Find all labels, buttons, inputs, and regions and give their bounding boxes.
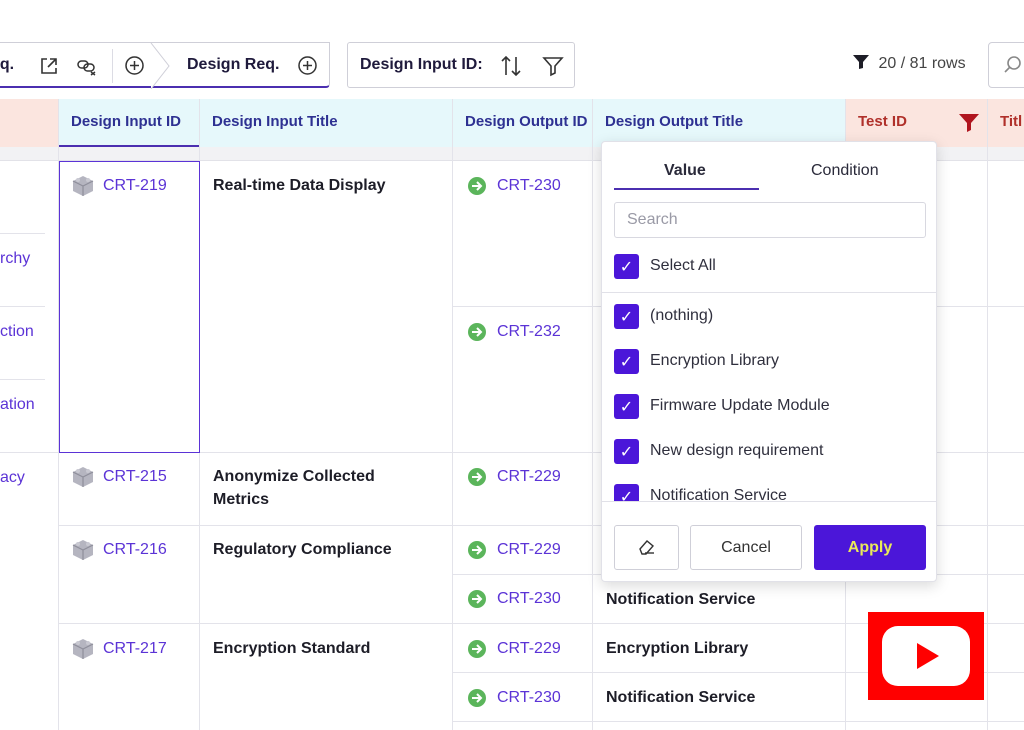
grid-line: [453, 672, 1024, 673]
search-icon: [1004, 56, 1021, 73]
parent-link[interactable]: acy: [0, 469, 25, 486]
funnel-icon[interactable]: [542, 55, 564, 82]
active-tab-indicator: [614, 188, 759, 190]
tab-condition[interactable]: Condition: [811, 162, 879, 179]
design-output-id-link[interactable]: CRT-230: [497, 177, 561, 194]
arrow-circle-icon: [467, 467, 487, 492]
arrow-circle-icon: [467, 688, 487, 713]
global-search-box[interactable]: [988, 42, 1024, 88]
unlink-icon[interactable]: [76, 56, 98, 81]
filter-item-label[interactable]: Encryption Library: [650, 352, 779, 369]
cube-icon: [71, 175, 95, 202]
cube-icon: [71, 466, 95, 493]
filter-item-label[interactable]: Firmware Update Module: [650, 397, 830, 414]
design-input-title: Anonymize Collected Metrics: [213, 468, 375, 508]
chevron-separator-icon: [150, 43, 170, 89]
design-input-id-link[interactable]: CRT-217: [103, 640, 167, 657]
table-header: Design Input ID Design Input Title Desig…: [0, 99, 1024, 147]
youtube-play-icon[interactable]: [868, 612, 984, 700]
funnel-icon[interactable]: [958, 113, 980, 133]
design-input-title: Encryption Standard: [213, 640, 371, 657]
filter-item-checkbox[interactable]: ✓: [614, 349, 639, 374]
clear-filter-button[interactable]: [614, 525, 679, 570]
cube-icon: [71, 539, 95, 566]
header-test-id[interactable]: Test ID: [846, 99, 987, 147]
cancel-button[interactable]: Cancel: [690, 525, 802, 570]
parent-link[interactable]: rchy: [0, 250, 31, 267]
popup-divider: [602, 292, 936, 293]
filter-item-label[interactable]: Notification Service: [650, 487, 787, 501]
arrow-circle-icon: [467, 176, 487, 201]
grid-line: [59, 623, 1024, 624]
filter-item-checkbox[interactable]: ✓: [614, 439, 639, 464]
grid-line: [58, 99, 59, 730]
design-input-title: Real-time Data Display: [213, 177, 386, 194]
design-output-id-link[interactable]: CRT-230: [497, 689, 561, 706]
design-output-title: Notification Service: [606, 689, 756, 706]
select-all-checkbox[interactable]: ✓: [614, 254, 639, 279]
design-output-id-link[interactable]: CRT-230: [497, 590, 561, 607]
filter-item-label[interactable]: New design requirement: [650, 442, 824, 459]
sort-filter-group: Design Input ID:: [347, 42, 575, 88]
eraser-icon: [638, 540, 654, 555]
grid-line: [592, 99, 593, 730]
design-output-id-link[interactable]: CRT-229: [497, 468, 561, 485]
view-tab-group: eq. Design Req.: [0, 42, 330, 89]
parent-link[interactable]: ction: [0, 323, 34, 340]
arrow-circle-icon: [467, 589, 487, 614]
apply-button[interactable]: Apply: [814, 525, 926, 570]
grid-line: [0, 379, 45, 380]
tab-value[interactable]: Value: [664, 162, 706, 179]
filter-item-checkbox[interactable]: ✓: [614, 484, 639, 501]
add-circle-icon[interactable]: [124, 55, 145, 81]
design-req-tab-label[interactable]: Design Req.: [187, 56, 280, 73]
add-circle-icon[interactable]: [297, 55, 318, 81]
header-design-output-id[interactable]: Design Output ID: [453, 99, 592, 147]
design-output-id-link[interactable]: CRT-229: [497, 541, 561, 558]
column-filter-popup: Value Condition ✓ Select All ✓ (nothing)…: [601, 141, 937, 582]
open-external-icon[interactable]: [39, 56, 59, 81]
grid-line: [59, 525, 1024, 526]
row-count: 20 / 81 rows: [852, 54, 966, 73]
grid-line: [0, 306, 45, 307]
sort-field-label: Design Input ID:: [360, 56, 483, 73]
header-cell-left: [0, 99, 58, 147]
header-design-output-title[interactable]: Design Output Title: [593, 99, 845, 147]
grid-line: [0, 452, 1024, 453]
design-output-title: Encryption Library: [606, 640, 749, 657]
grid-line: [452, 99, 453, 730]
grid-line: [0, 233, 45, 234]
row-count-text: 20 / 81 rows: [878, 55, 966, 72]
selected-cell: [59, 161, 200, 453]
view-tab-label[interactable]: eq.: [0, 56, 15, 73]
header-design-input-id[interactable]: Design Input ID: [59, 99, 199, 147]
design-input-id-link[interactable]: CRT-216: [103, 541, 167, 558]
header-title[interactable]: Titl: [988, 99, 1024, 147]
arrow-circle-icon: [467, 322, 487, 347]
design-input-title: Regulatory Compliance: [213, 541, 392, 558]
filter-item-checkbox[interactable]: ✓: [614, 394, 639, 419]
header-design-input-title[interactable]: Design Input Title: [200, 99, 452, 147]
design-output-id-link[interactable]: CRT-229: [497, 640, 561, 657]
funnel-icon: [853, 55, 869, 69]
filter-item-checkbox[interactable]: ✓: [614, 304, 639, 329]
parent-link[interactable]: ation: [0, 396, 35, 413]
filter-search-input[interactable]: [614, 202, 926, 238]
header-test-id-label: Test ID: [858, 113, 907, 130]
popup-footer-divider: [602, 501, 936, 502]
grid-line: [453, 721, 1024, 722]
toolbar-divider: [112, 49, 113, 83]
grid-line: [987, 99, 988, 730]
design-output-id-link[interactable]: CRT-232: [497, 323, 561, 340]
filter-value-list[interactable]: ✓ (nothing) ✓ Encryption Library ✓ Firmw…: [602, 293, 936, 501]
cube-icon: [71, 638, 95, 665]
design-output-title: Notification Service: [606, 591, 756, 608]
design-input-id-link[interactable]: CRT-219: [103, 177, 167, 194]
sort-arrows-icon[interactable]: [500, 54, 522, 83]
arrow-circle-icon: [467, 639, 487, 664]
select-all-label[interactable]: Select All: [650, 257, 716, 274]
filter-item-label[interactable]: (nothing): [650, 307, 714, 324]
design-input-id-link[interactable]: CRT-215: [103, 468, 167, 485]
arrow-circle-icon: [467, 540, 487, 565]
